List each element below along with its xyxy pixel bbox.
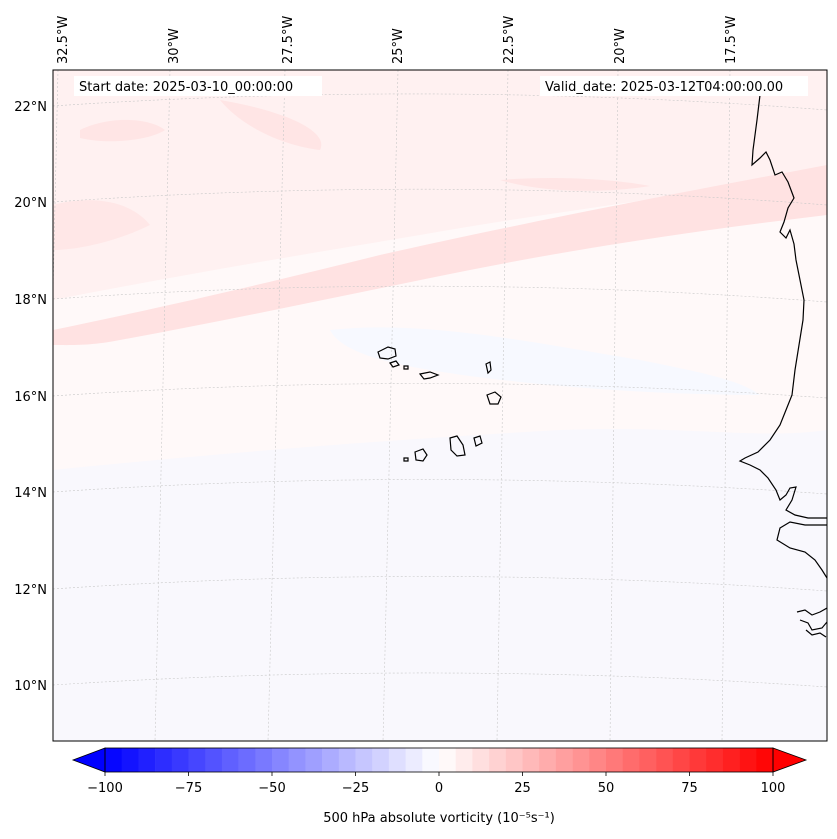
island-sao-nicolau — [418, 371, 440, 380]
colorbar-segment — [372, 748, 390, 772]
island-boa-vista — [486, 391, 502, 405]
colorbar-segment — [706, 748, 724, 772]
positive-vorticity-band — [53, 165, 827, 346]
colorbar-segment — [188, 748, 206, 772]
colorbar-segment — [689, 748, 707, 772]
colorbar-tick-label: 0 — [435, 781, 443, 796]
weak-negative-area — [330, 327, 760, 395]
colorbar-segment — [722, 748, 740, 772]
colorbar-segment — [155, 748, 173, 772]
colorbar-segment — [672, 748, 690, 772]
colorbar-tick-label: −75 — [175, 781, 202, 796]
colorbar-segment — [305, 748, 323, 772]
colorbar-segment — [555, 748, 573, 772]
colorbar-segment — [639, 748, 657, 772]
map-panel — [53, 70, 827, 741]
colorbar-tick-label: −50 — [258, 781, 285, 796]
colorbar-tick-label: −25 — [342, 781, 369, 796]
lat-label: 20°N — [14, 196, 47, 211]
colorbar-segment — [572, 748, 590, 772]
positive-vorticity-blob — [500, 177, 650, 191]
lon-label: 17.5°W — [724, 16, 739, 64]
longitude-labels: 32.5°W 30°W 27.5°W 25°W 22.5°W 20°W 17.5… — [56, 16, 739, 64]
island-sao-vicente — [389, 360, 400, 368]
colorbar-tick-label: 75 — [681, 781, 698, 796]
colorbar-tick-labels: −100 −75 −50 −25 0 25 50 75 100 — [87, 781, 785, 796]
island-maio — [473, 435, 483, 447]
cape-verde-islands — [377, 346, 502, 462]
lon-label: 27.5°W — [281, 16, 296, 64]
colorbar-label: 500 hPa absolute vorticity (10⁻⁵s⁻¹) — [323, 811, 555, 826]
island-brava — [403, 457, 409, 462]
lon-label: 22.5°W — [502, 16, 517, 64]
lat-label: 14°N — [14, 486, 47, 501]
colorbar-segment — [221, 748, 239, 772]
colorbar-segment — [388, 748, 406, 772]
weak-negative-area — [53, 428, 827, 741]
lon-label: 32.5°W — [56, 16, 71, 64]
positive-vorticity-band — [53, 200, 150, 250]
lon-label: 20°W — [613, 28, 628, 64]
colorbar-tick-label: 25 — [514, 781, 531, 796]
lat-label: 10°N — [14, 679, 47, 694]
colorbar-tick-label: 50 — [598, 781, 615, 796]
colorbar-segment — [739, 748, 757, 772]
colorbar-segment — [171, 748, 189, 772]
colorbar-segment — [255, 748, 273, 772]
colorbar-segment — [522, 748, 540, 772]
lat-label: 18°N — [14, 293, 47, 308]
colorbar-segment — [405, 748, 423, 772]
colorbar-segment — [455, 748, 473, 772]
colorbar-segment — [756, 748, 774, 772]
island-santa-luzia — [403, 365, 409, 370]
colorbar-segment — [205, 748, 223, 772]
colorbar-segment — [272, 748, 289, 772]
colorbar-segment — [656, 748, 674, 772]
latitude-labels: 22°N 20°N 18°N 16°N 14°N 12°N 10°N — [14, 100, 47, 694]
colorbar: −100 −75 −50 −25 0 25 50 75 100 500 hPa … — [71, 747, 808, 826]
african-coastline — [738, 94, 827, 638]
lat-label: 12°N — [14, 583, 47, 598]
valid-date-box — [540, 76, 808, 96]
colorbar-segment — [606, 748, 623, 772]
lon-label: 30°W — [167, 28, 182, 64]
colorbar-segment — [422, 748, 440, 772]
colorbar-segment — [505, 748, 523, 772]
island-sal — [485, 361, 492, 375]
colorbar-tick-label: 100 — [761, 781, 786, 796]
island-fogo — [414, 448, 428, 462]
colorbar-ticks — [104, 772, 774, 776]
positive-vorticity-blob — [220, 100, 322, 150]
colorbar-tick-label: −100 — [87, 781, 123, 796]
colorbar-segment — [489, 748, 507, 772]
colorbar-segment — [355, 748, 373, 772]
colorbar-segment — [322, 748, 340, 772]
valid-date-label: Valid_date: 2025-03-12T04:00:00.00 — [545, 80, 783, 95]
positive-vorticity-blob — [80, 119, 165, 142]
colorbar-segment — [138, 748, 156, 772]
lat-label: 22°N — [14, 100, 47, 115]
colorbar-segment — [338, 748, 356, 772]
start-date-label: Start date: 2025-03-10_00:00:00 — [79, 80, 293, 95]
colorbar-min-extend — [71, 747, 106, 773]
colorbar-segment — [589, 748, 607, 772]
lon-label: 25°W — [391, 28, 406, 64]
start-date-box — [74, 76, 322, 96]
colorbar-segment — [105, 748, 122, 772]
colorbar-segment — [472, 748, 490, 772]
lat-label: 16°N — [14, 390, 47, 405]
colorbar-segment — [539, 748, 557, 772]
colorbar-max-extend — [772, 747, 808, 773]
island-santiago — [449, 435, 466, 457]
island-santo-antao — [377, 346, 397, 360]
colorbar-segment — [121, 748, 139, 772]
colorbar-segment — [238, 748, 256, 772]
colorbar-segments — [105, 748, 774, 772]
colorbar-segment — [439, 748, 456, 772]
colorbar-segment — [622, 748, 640, 772]
map-frame — [52, 69, 828, 742]
colorbar-segment — [288, 748, 306, 772]
positive-vorticity-area — [53, 70, 827, 300]
